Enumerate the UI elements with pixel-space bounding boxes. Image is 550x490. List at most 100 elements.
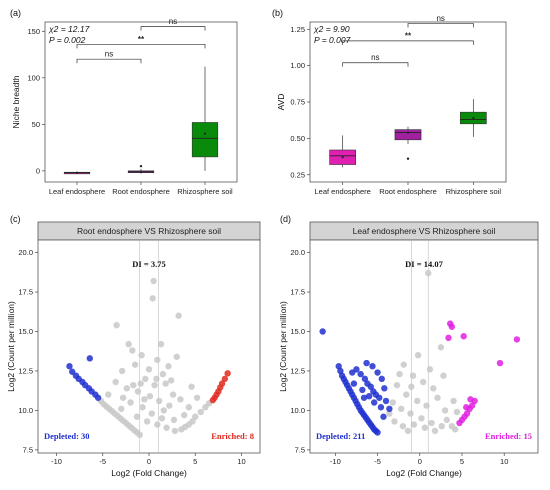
outlier-point — [406, 157, 410, 160]
enriched-label: Enriched: 15 — [485, 431, 532, 441]
x-tick-label: Root endosphere — [379, 187, 437, 196]
x-tick-label: 5 — [193, 457, 197, 466]
x-axis-label: Log2 (Fold Change) — [111, 468, 187, 478]
ns-point — [163, 424, 170, 431]
bracket-line — [140, 26, 206, 31]
box-2 — [459, 99, 487, 137]
ns-point — [149, 295, 156, 302]
enriched-point — [513, 336, 521, 343]
di-label: DI = 3.75 — [132, 259, 165, 269]
enriched-point — [224, 370, 231, 377]
y-axis-label: Niche breadth — [11, 75, 21, 128]
ns-point — [139, 404, 146, 411]
mean-point — [75, 171, 79, 174]
y-tick-label: 15.0 — [18, 327, 33, 336]
y-tick-label: 7.5 — [23, 445, 33, 454]
enriched-point — [445, 334, 452, 342]
ns-point — [403, 391, 410, 398]
y-tick-label: 20.0 — [18, 248, 33, 257]
strip-title: Root endosphere VS Rhizosphere soil — [77, 226, 221, 236]
box-body — [191, 122, 219, 158]
depleted-point — [359, 386, 366, 394]
x-tick-label: 0 — [418, 457, 422, 466]
panel-label: (d) — [280, 214, 291, 224]
y-tick-label: 1.25 — [290, 25, 305, 34]
ns-point — [414, 397, 421, 405]
outlier-point — [139, 164, 143, 168]
comparison-bracket: ns — [140, 17, 206, 31]
ns-point — [391, 418, 398, 425]
depleted-point — [381, 385, 388, 392]
depleted-point — [86, 355, 94, 362]
y-tick-label: 12.5 — [290, 367, 305, 376]
x-tick-label: Root endosphere — [112, 187, 170, 196]
depleted-point — [380, 413, 387, 420]
ns-point — [154, 421, 161, 428]
x-tick-label: 5 — [460, 457, 464, 466]
panel-label: (b) — [272, 8, 283, 18]
ns-point — [452, 426, 459, 433]
ns-point — [192, 413, 199, 420]
ns-point — [396, 370, 403, 378]
ns-point — [130, 381, 137, 389]
significance-label: ns — [371, 53, 379, 62]
ns-point — [414, 351, 422, 359]
volcano-panel: (d) Leaf endosphere VS Rhizosphere soil 7.… — [278, 214, 539, 478]
box-1 — [127, 164, 155, 174]
ns-point — [129, 347, 136, 354]
box-1 — [394, 126, 422, 160]
ns-point — [125, 340, 132, 348]
enriched-point — [463, 404, 470, 411]
y-tick-label: 0 — [36, 166, 40, 175]
ns-point — [430, 385, 437, 392]
ns-point — [160, 407, 167, 414]
ns-point — [188, 383, 195, 390]
comparison-bracket: ns — [342, 53, 409, 67]
enriched-point — [496, 359, 504, 367]
di-label: DI = 14.07 — [405, 259, 443, 269]
ns-point — [142, 375, 149, 383]
ns-point — [153, 375, 160, 383]
strip-title: Leaf endosphere VS Rhizosphere soil — [353, 226, 496, 236]
ns-point — [148, 410, 155, 417]
depleted-point — [374, 369, 381, 376]
y-axis-label: Log2 (Count per million) — [278, 301, 288, 392]
mean-point — [341, 156, 344, 159]
depleted-point — [377, 404, 385, 411]
box-2 — [191, 66, 219, 171]
depleted-label: Depleted: 30 — [44, 431, 90, 441]
stat-text: χ2 = 12.17 — [48, 24, 90, 34]
depleted-point — [369, 363, 376, 370]
ns-point — [151, 381, 158, 389]
y-tick-label: 15.0 — [290, 327, 305, 336]
ns-point — [118, 405, 125, 413]
x-tick-label: 0 — [147, 457, 151, 466]
ns-point — [386, 410, 393, 417]
x-tick-label: -5 — [374, 457, 381, 466]
ns-point — [428, 419, 435, 427]
plot-frame — [37, 239, 261, 454]
bracket-line — [76, 58, 142, 64]
significance-label: ** — [138, 35, 145, 44]
ns-point — [419, 378, 427, 386]
ns-point — [399, 422, 407, 430]
ns-point — [154, 356, 161, 364]
y-tick-label: 17.5 — [18, 288, 33, 297]
ns-point — [180, 411, 188, 419]
depleted-point — [361, 375, 369, 383]
depleted-label: Depleted: 211 — [316, 431, 365, 441]
y-tick-label: 12.5 — [18, 367, 33, 376]
y-axis-label: Log2 (Count per million) — [6, 301, 16, 392]
panel-label: (a) — [10, 8, 21, 18]
ns-point — [408, 383, 415, 390]
depleted-point — [357, 370, 364, 378]
x-tick-label: -5 — [99, 457, 106, 466]
enriched-point — [456, 419, 463, 427]
ns-point — [166, 402, 173, 409]
ns-point — [389, 399, 396, 406]
y-tick-label: 10.0 — [290, 406, 305, 415]
ns-point — [400, 361, 407, 368]
ns-point — [441, 407, 449, 414]
comparison-bracket: ns — [76, 50, 142, 64]
ns-point — [137, 380, 144, 387]
